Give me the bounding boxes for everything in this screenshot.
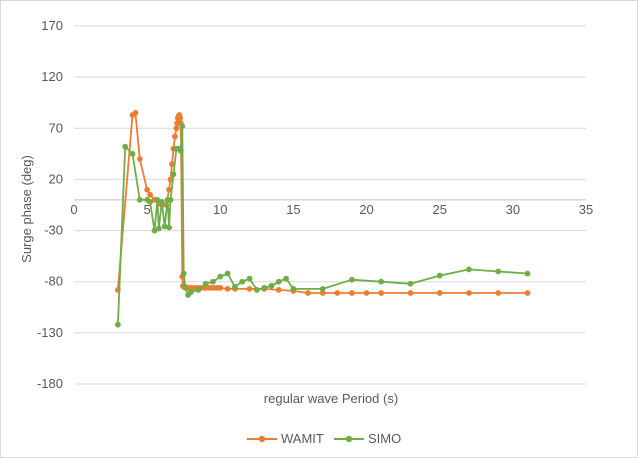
data-point-simo bbox=[151, 227, 158, 234]
data-point-wamit bbox=[495, 290, 502, 296]
data-point-simo bbox=[210, 278, 216, 285]
data-point-simo bbox=[378, 278, 385, 285]
data-point-simo bbox=[155, 225, 162, 232]
data-point-simo bbox=[202, 280, 209, 287]
data-point-simo bbox=[217, 273, 224, 280]
legend-item-simo: SIMO bbox=[334, 431, 401, 446]
data-point-wamit bbox=[378, 290, 385, 296]
data-point-simo bbox=[261, 284, 268, 291]
data-point-wamit bbox=[524, 290, 531, 296]
data-point-simo bbox=[436, 272, 443, 279]
data-point-wamit bbox=[172, 133, 178, 140]
x-tick-label: 20 bbox=[359, 202, 373, 217]
data-point-simo bbox=[158, 199, 165, 205]
data-point-wamit bbox=[166, 186, 172, 193]
data-point-simo bbox=[154, 196, 161, 203]
data-point-wamit bbox=[217, 284, 224, 291]
data-point-simo bbox=[147, 199, 153, 205]
data-point-simo bbox=[114, 321, 121, 328]
data-point-simo bbox=[179, 123, 186, 130]
data-point-simo bbox=[224, 270, 231, 277]
legend-item-wamit: WAMIT bbox=[247, 431, 324, 446]
data-point-wamit bbox=[349, 290, 355, 296]
data-point-simo bbox=[177, 147, 184, 154]
data-point-wamit bbox=[466, 290, 472, 296]
data-point-simo bbox=[407, 280, 414, 287]
data-point-simo bbox=[180, 270, 187, 277]
data-point-simo bbox=[283, 275, 290, 282]
y-tick-label: -30 bbox=[44, 223, 63, 238]
data-point-wamit bbox=[305, 290, 311, 296]
x-tick-label: 5 bbox=[144, 202, 151, 217]
x-tick-label: 0 bbox=[70, 202, 77, 217]
data-point-wamit bbox=[147, 191, 153, 198]
data-point-simo bbox=[466, 266, 472, 273]
data-point-wamit bbox=[169, 161, 175, 167]
y-tick-label: 120 bbox=[41, 69, 63, 84]
data-point-simo bbox=[319, 285, 326, 292]
data-point-wamit bbox=[334, 290, 341, 296]
data-point-simo bbox=[167, 196, 174, 203]
x-tick-label: 30 bbox=[506, 202, 520, 217]
y-tick-label: 170 bbox=[41, 18, 63, 33]
legend-label-wamit: WAMIT bbox=[281, 431, 324, 446]
data-point-simo bbox=[129, 150, 136, 157]
data-point-simo bbox=[495, 268, 502, 275]
y-tick-label: -180 bbox=[37, 376, 63, 391]
x-axis-title: regular wave Period (s) bbox=[264, 391, 398, 406]
y-tick-label: -130 bbox=[37, 325, 63, 340]
data-point-wamit bbox=[136, 156, 143, 162]
data-point-wamit bbox=[246, 285, 253, 292]
data-point-simo bbox=[136, 196, 143, 203]
data-point-wamit bbox=[173, 125, 180, 132]
y-tick-label: -80 bbox=[44, 274, 63, 289]
y-axis-title: Surge phase (deg) bbox=[19, 155, 34, 263]
x-tick-label: 35 bbox=[579, 202, 593, 217]
series-line-wamit bbox=[117, 112, 528, 294]
x-tick-labels: 0 5 10 15 20 25 30 35 bbox=[70, 202, 593, 217]
y-tick-label: 20 bbox=[49, 171, 63, 186]
x-tick-label: 10 bbox=[213, 202, 227, 217]
data-point-simo bbox=[195, 286, 202, 293]
data-point-simo bbox=[170, 171, 177, 178]
data-point-simo bbox=[349, 276, 355, 283]
legend-marker-wamit bbox=[258, 435, 266, 443]
legend-label-simo: SIMO bbox=[368, 431, 401, 446]
data-point-simo bbox=[161, 223, 168, 230]
data-point-simo bbox=[268, 282, 275, 289]
series-simo bbox=[114, 123, 531, 328]
data-point-wamit bbox=[132, 110, 139, 116]
x-tick-label: 25 bbox=[432, 202, 446, 217]
legend: WAMIT SIMO bbox=[247, 431, 401, 446]
data-point-simo bbox=[232, 283, 238, 290]
series-wamit bbox=[114, 110, 531, 296]
data-point-simo bbox=[524, 270, 531, 277]
data-point-wamit bbox=[177, 115, 183, 121]
data-point-simo bbox=[166, 224, 172, 231]
data-point-simo bbox=[275, 278, 282, 285]
data-point-simo bbox=[253, 286, 260, 293]
data-point-simo bbox=[182, 283, 189, 290]
x-tick-label: 15 bbox=[286, 202, 300, 217]
data-point-wamit bbox=[275, 286, 282, 293]
data-point-wamit bbox=[436, 290, 443, 296]
data-point-wamit bbox=[319, 290, 326, 296]
data-point-simo bbox=[188, 289, 194, 295]
legend-marker-simo bbox=[345, 435, 353, 443]
y-tick-label: 70 bbox=[49, 120, 63, 135]
data-point-wamit bbox=[407, 290, 414, 296]
data-point-wamit bbox=[224, 285, 231, 292]
data-point-simo bbox=[239, 278, 246, 285]
data-point-simo bbox=[290, 285, 297, 292]
data-point-simo bbox=[246, 275, 253, 282]
data-point-simo bbox=[122, 143, 129, 150]
data-point-wamit bbox=[144, 186, 151, 193]
data-point-wamit bbox=[363, 290, 370, 296]
series-lines bbox=[114, 110, 531, 328]
y-tick-labels: 170 120 70 20 -30 -80 -130 -180 bbox=[37, 18, 63, 391]
